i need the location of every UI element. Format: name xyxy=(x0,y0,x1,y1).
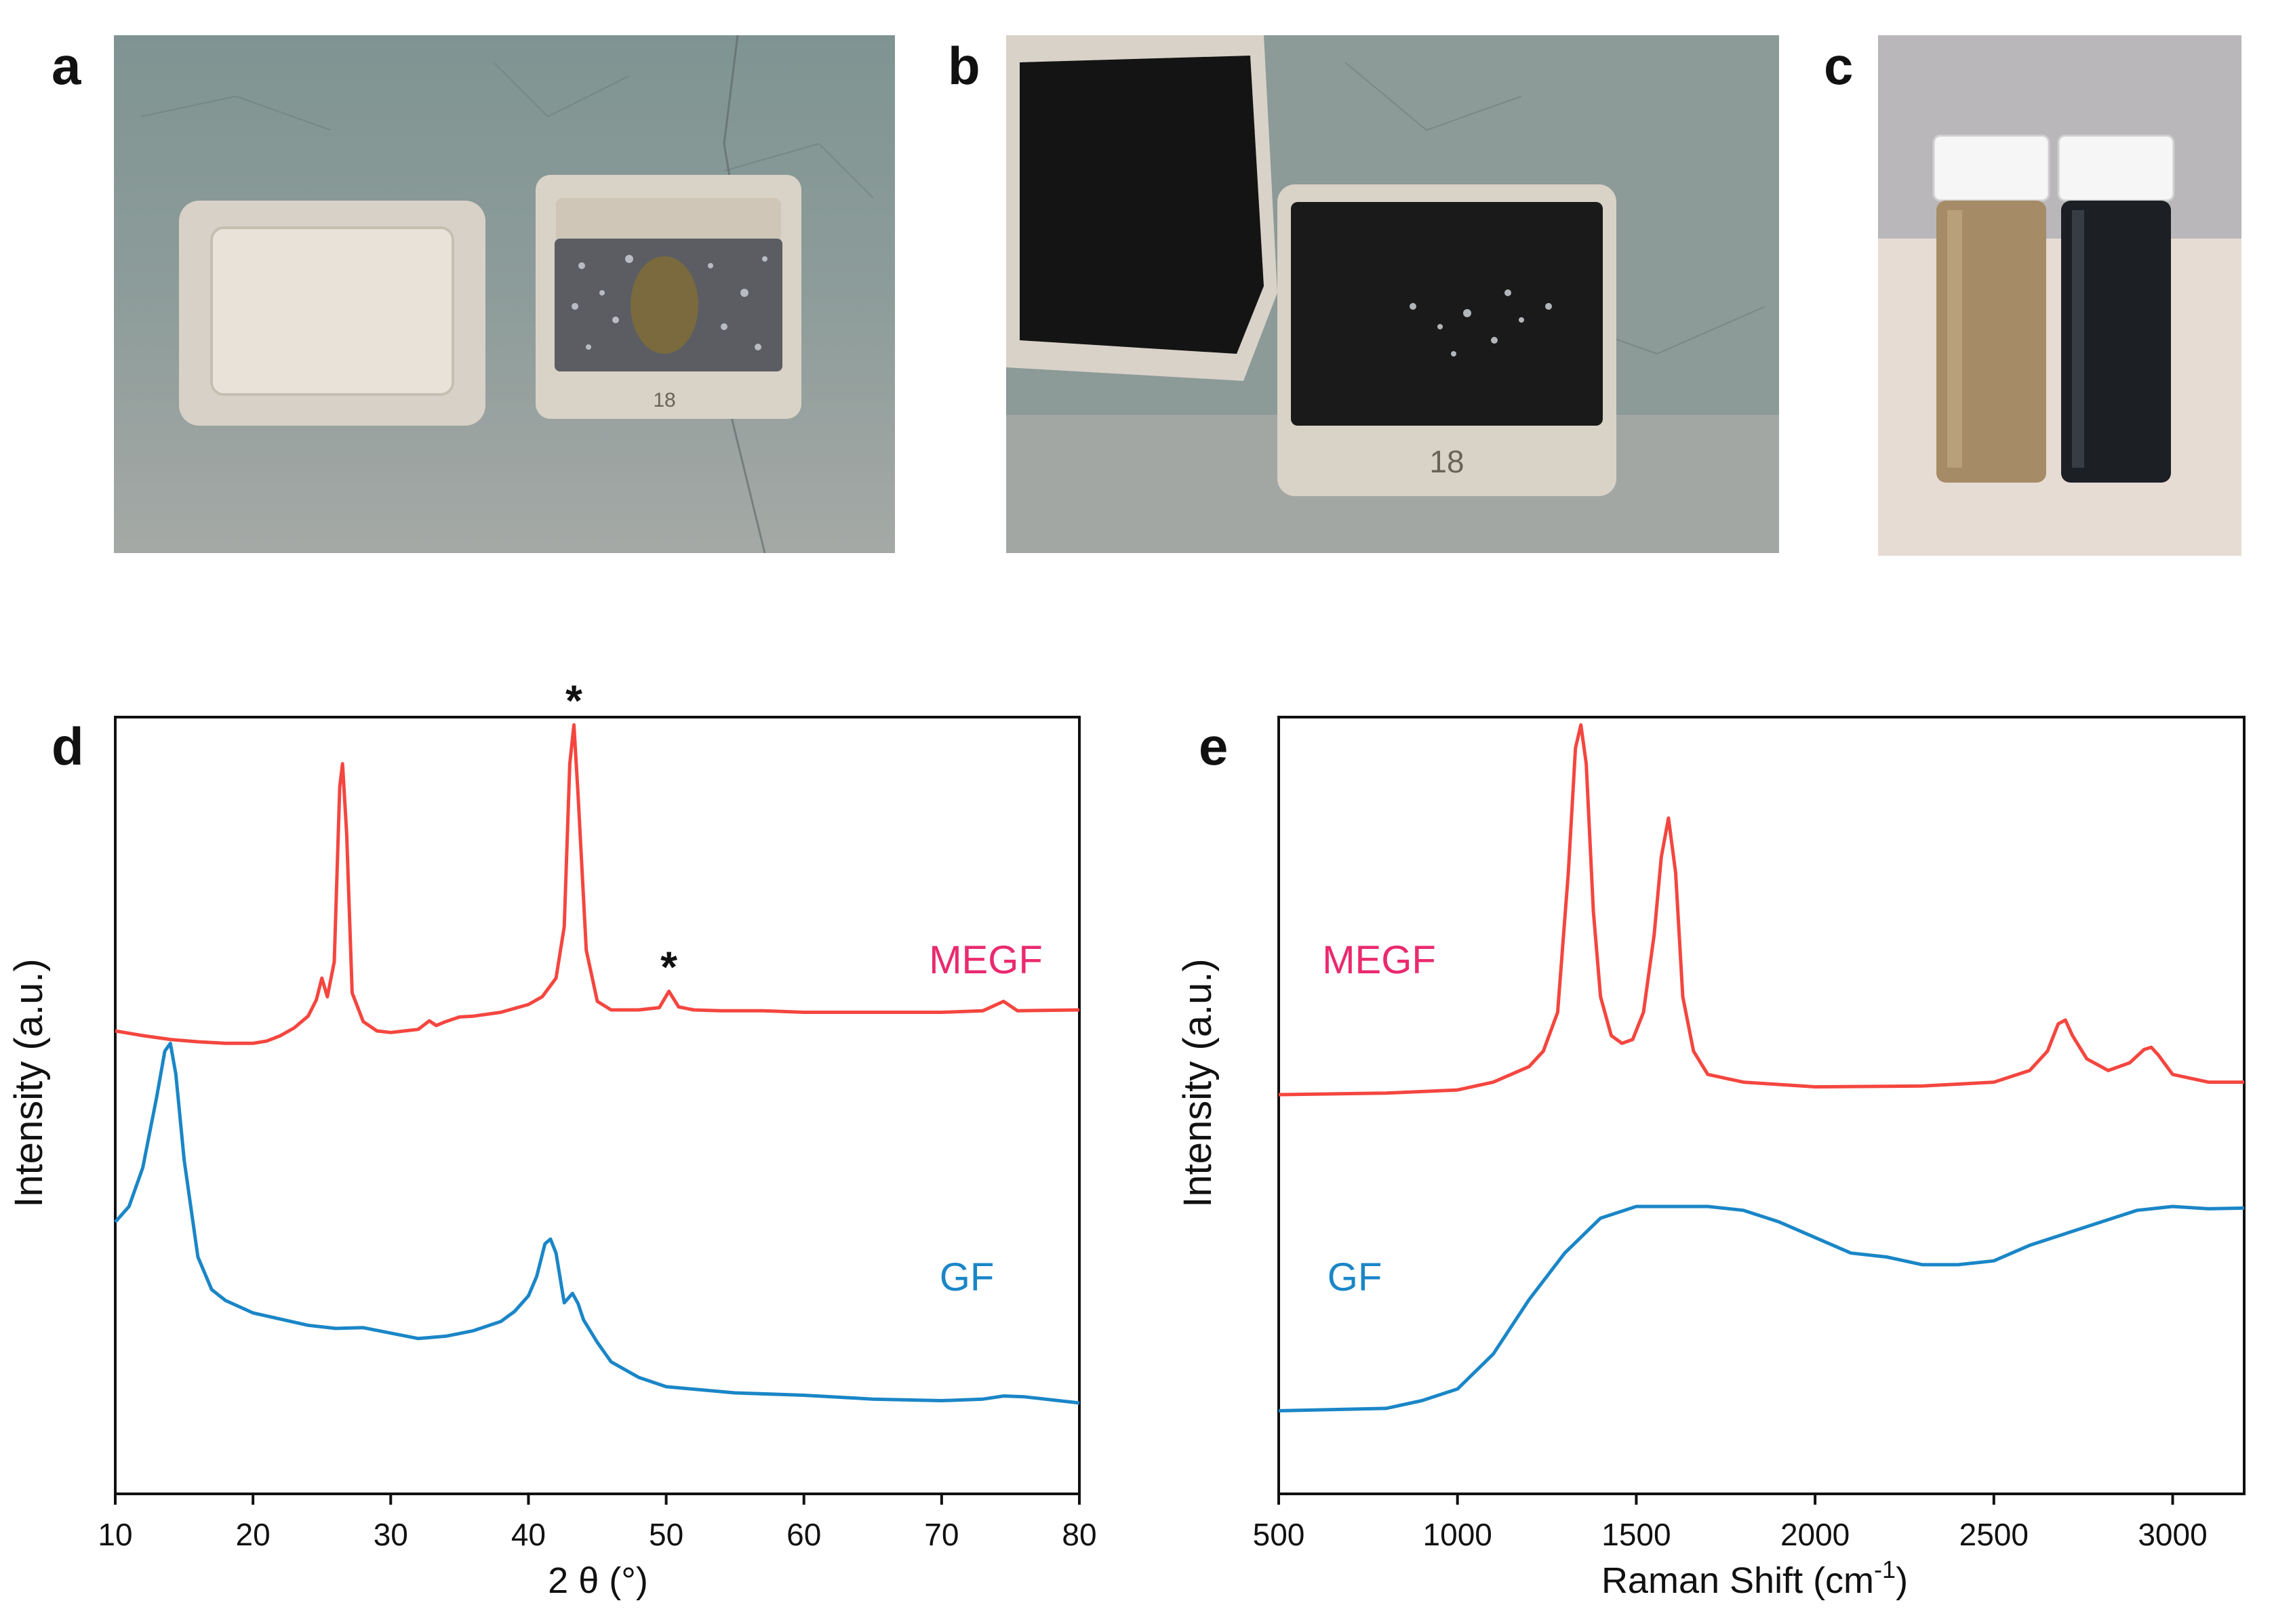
x-tick-label: 70 xyxy=(924,1517,959,1552)
x-axis-label-e-close: ) xyxy=(1896,1560,1908,1601)
series-label-gf-d: GF xyxy=(940,1255,995,1299)
panel-letter-d: d xyxy=(52,716,84,776)
x-axis-label-e-base: Raman Shift (cm xyxy=(1601,1560,1874,1601)
x-tick-label: 3000 xyxy=(2138,1517,2207,1552)
plot-frame xyxy=(1277,716,2246,1495)
crucible-with-lid-photo-icon: 18 xyxy=(114,35,895,553)
blackened-crucible-photo-icon: 18 xyxy=(1006,35,1779,553)
series-line-megf xyxy=(115,723,1080,1045)
x-tick-label: 2500 xyxy=(1959,1517,2029,1552)
panel-letter-c: c xyxy=(1824,36,1854,96)
panel-letter-b: b xyxy=(948,36,980,96)
x-tick-label: 50 xyxy=(649,1517,683,1552)
panel-letter-a: a xyxy=(52,36,81,96)
x-tick-label: 1000 xyxy=(1423,1517,1492,1552)
photo-b: 18 xyxy=(1006,35,1779,553)
two-vials-photo-icon xyxy=(1878,35,2241,556)
crucible-number-b: 18 xyxy=(1429,444,1464,479)
series-label-gf-e: GF xyxy=(1328,1255,1382,1299)
panel-letter-e: e xyxy=(1199,716,1229,776)
series-line-megf xyxy=(1278,723,2244,1097)
x-tick-label: 2000 xyxy=(1780,1517,1850,1552)
x-tick-label: 40 xyxy=(511,1517,546,1552)
x-tick-label: 60 xyxy=(786,1517,821,1552)
y-axis-label-d: Intensity (a.u.) xyxy=(7,958,51,1207)
x-tick-label: 10 xyxy=(98,1517,132,1552)
series-line-gf xyxy=(114,1041,1080,1405)
x-tick-label: 1500 xyxy=(1601,1517,1671,1552)
x-tick-label: 500 xyxy=(1253,1517,1305,1552)
photo-a: 18 xyxy=(114,35,895,553)
plot-frame xyxy=(114,716,1081,1495)
series-line-gf xyxy=(1278,1204,2245,1413)
x-tick-label: 30 xyxy=(374,1517,408,1552)
x-axis-label-e: Raman Shift (cm-1) xyxy=(1601,1556,1908,1601)
peak-asterisk: * xyxy=(565,676,582,725)
x-axis-label-d: 2 θ (°) xyxy=(548,1560,648,1601)
x-tick-label: 20 xyxy=(236,1517,271,1552)
photo-c xyxy=(1878,35,2241,556)
peak-asterisk: * xyxy=(660,943,677,992)
x-axis-label-e-sup: -1 xyxy=(1874,1556,1896,1583)
x-tick-label: 80 xyxy=(1062,1517,1096,1552)
y-axis-label-e: Intensity (a.u.) xyxy=(1176,958,1220,1207)
series-label-megf-d: MEGF xyxy=(929,938,1043,982)
series-label-megf-e: MEGF xyxy=(1322,938,1436,982)
crucible-number-a: 18 xyxy=(653,389,675,411)
